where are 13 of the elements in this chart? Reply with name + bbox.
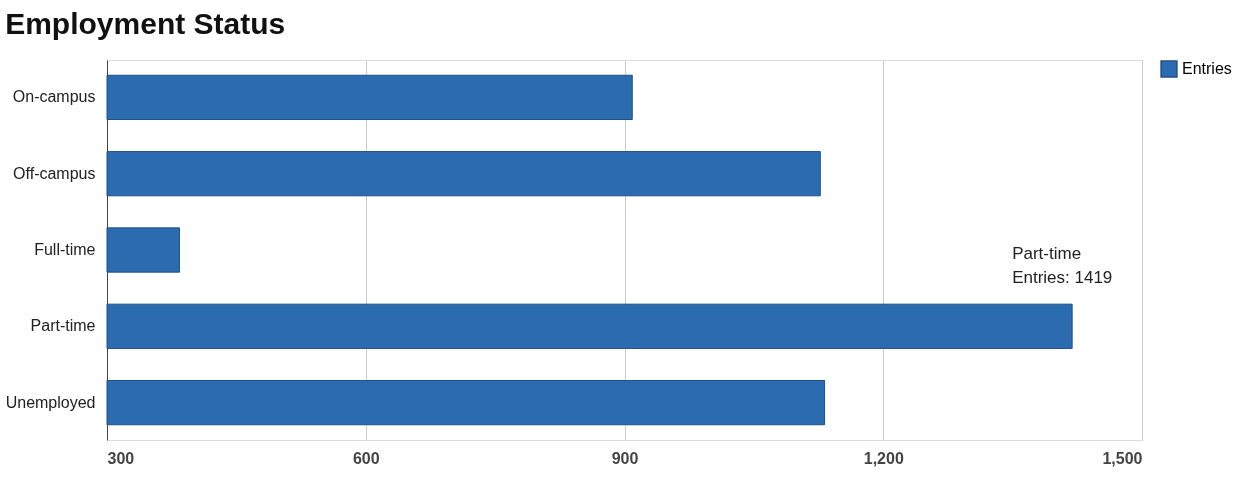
y-tick-label: Unemployed [5,393,96,411]
x-tick-label: 600 [352,449,380,467]
chart-title: Employment Status [5,7,286,40]
y-tick-label: Full-time [34,241,96,258]
x-tick-label: 1,200 [863,449,904,467]
x-tick-label: 900 [611,449,639,467]
y-tick-label: Off-campus [13,164,96,182]
x-tick-label: 300 [107,449,135,467]
y-tick-label: Part-time [30,317,96,335]
annotation: Part-time Entries: 1419 [1012,244,1113,288]
y-tick-label: On-campus [12,88,96,106]
legend-label: Entries [1182,60,1232,77]
x-tick-label: 1,500 [1102,449,1143,467]
